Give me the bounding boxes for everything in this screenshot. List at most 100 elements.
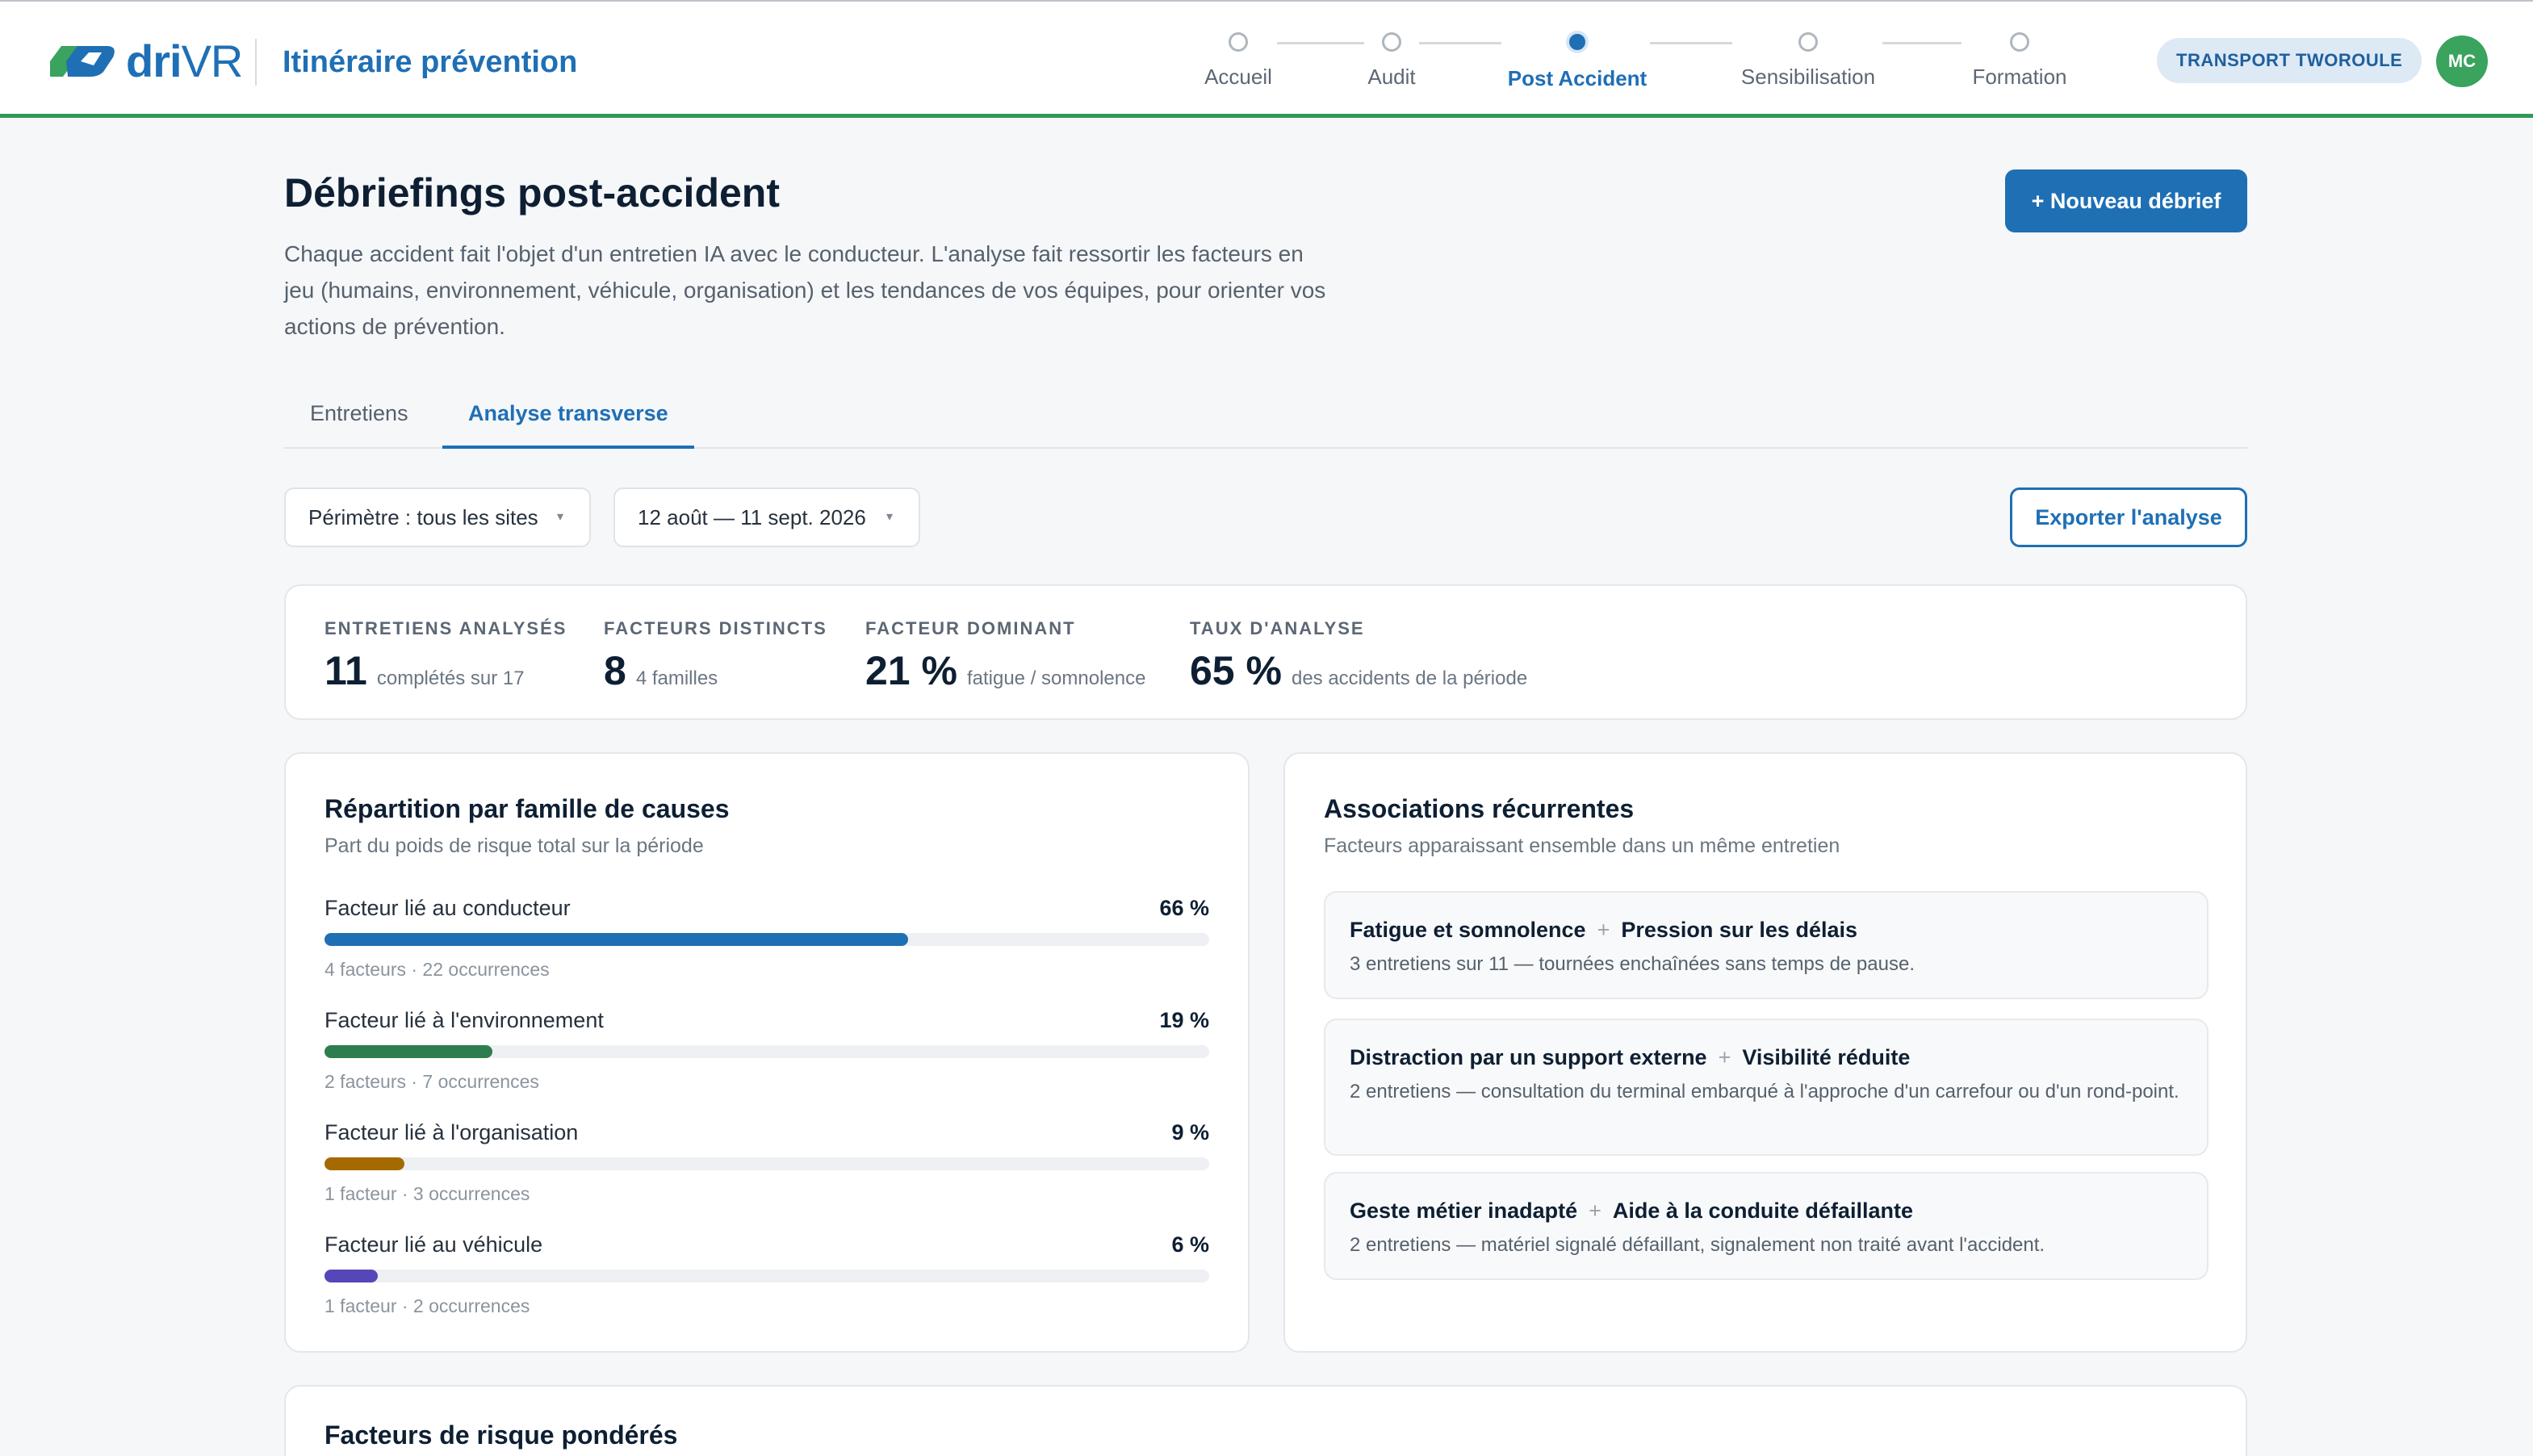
drivr-logo-icon <box>50 46 115 77</box>
factor-a: Distraction par un support externe <box>1350 1045 1707 1069</box>
step-dot <box>2010 32 2029 52</box>
family-meta: 1 facteur · 3 occurrences <box>324 1183 530 1204</box>
plus-icon: + <box>1718 1045 1731 1069</box>
family-percent: 9 % <box>1171 1120 1209 1144</box>
drivr-logo[interactable]: driVR <box>44 36 244 86</box>
recurring-associations-card: Associations récurrentes Facteurs appara… <box>1283 752 2247 1353</box>
family-label: Facteur lié au conducteur <box>324 896 571 920</box>
card-subtitle: Part du poids de risque total sur la pér… <box>324 835 704 857</box>
step-dot <box>1798 32 1818 52</box>
family-percent: 6 % <box>1171 1232 1209 1257</box>
kpi-sub: 4 familles <box>635 667 718 689</box>
logo-text-vr: VR <box>181 36 244 86</box>
plus-icon: + <box>1589 1199 1601 1223</box>
step-sensibilisation[interactable]: Sensibilisation <box>1711 23 1905 90</box>
step-formation[interactable]: Formation <box>1923 23 2116 90</box>
step-label: Formation <box>1972 65 2067 89</box>
page-title: Débriefings post-accident <box>284 170 780 215</box>
association-description: 2 entretiens — consultation du terminal … <box>1350 1081 2179 1102</box>
step-dot <box>1382 32 1401 52</box>
family-meta: 4 facteurs · 22 occurrences <box>324 959 550 980</box>
association-factors: Geste métier inadapté + Aide à la conduite… <box>1350 1196 2183 1225</box>
tab-entretiens[interactable]: Entretiens <box>310 401 408 425</box>
family-percent: 66 % <box>1159 896 1209 920</box>
export-analysis-button[interactable]: Exporter l'analyse <box>2010 487 2247 547</box>
family-bar-fill <box>324 1270 378 1282</box>
association-factors: Fatigue et somnolence + Pression sur les d… <box>1350 915 2183 944</box>
association-item[interactable]: Geste métier inadapté + Aide à la conduite… <box>1324 1172 2209 1280</box>
family-bar-track <box>324 1045 1209 1058</box>
chevron-down-icon: ▾ <box>886 510 894 524</box>
family-percent: 19 % <box>1159 1008 1209 1032</box>
scope-select[interactable]: Périmètre : tous les sites ▾ <box>284 487 591 547</box>
logo-divider <box>255 39 257 86</box>
kpi-label: FACTEURS DISTINCTS <box>604 618 827 638</box>
plus-icon: + <box>1597 918 1610 942</box>
family-label: Facteur lié à l'environnement <box>324 1008 604 1032</box>
kpi-sub: fatigue / somnolence <box>966 667 1146 689</box>
step-label: Audit <box>1367 65 1416 89</box>
kpi-entretiens: ENTRETIENS ANALYSÉS 11 complétés sur 17 <box>324 618 567 694</box>
logo-text-dri: dri <box>126 36 182 86</box>
factor-b: Visibilité réduite <box>1742 1045 1911 1069</box>
family-row-environnement: Facteur lié à l'environnement 19 % 2 fac… <box>324 1008 1209 1105</box>
tab-bar: Entretiens Analyse transverse <box>284 383 2247 449</box>
weighted-risk-factors-card: Facteurs de risque pondérés <box>284 1385 2247 1456</box>
kpi-label: TAUX D'ANALYSE <box>1190 618 1365 638</box>
step-connector <box>1650 42 1732 44</box>
family-bar-fill <box>324 933 909 946</box>
family-bar-fill <box>324 1157 404 1170</box>
period-select[interactable]: 12 août — 11 sept. 2026 ▾ <box>613 487 920 547</box>
step-dot-active <box>1566 31 1589 53</box>
kpi-summary-card: ENTRETIENS ANALYSÉS 11 complétés sur 17 F… <box>284 584 2247 720</box>
new-debrief-button[interactable]: + Nouveau débrief <box>2005 169 2247 232</box>
step-dot <box>1229 32 1248 52</box>
kpi-sub: complétés sur 17 <box>376 667 525 689</box>
kpi-value: 21 % <box>865 648 957 693</box>
kpi-facteur-dominant: FACTEUR DOMINANT 21 % fatigue / somnolenc… <box>865 618 1145 694</box>
kpi-taux-analyse: TAUX D'ANALYSE 65 % des accidents de la p… <box>1190 618 1527 694</box>
family-row-vehicule: Facteur lié au véhicule 6 % 1 facteur · … <box>324 1232 1209 1329</box>
family-row-organisation: Facteur lié à l'organisation 9 % 1 facte… <box>324 1120 1209 1217</box>
factor-a: Fatigue et somnolence <box>1350 918 1586 942</box>
step-post-accident[interactable]: Post Accident <box>1480 23 1674 91</box>
tab-analyse-transverse[interactable]: Analyse transverse <box>442 383 694 449</box>
card-title: Facteurs de risque pondérés <box>324 1420 678 1450</box>
family-label: Facteur lié à l'organisation <box>324 1120 579 1144</box>
family-label: Facteur lié au véhicule <box>324 1232 543 1257</box>
step-audit[interactable]: Audit <box>1295 23 1488 90</box>
kpi-value: 11 <box>324 648 367 693</box>
card-subtitle: Facteurs apparaissant ensemble dans un m… <box>1324 835 1840 857</box>
kpi-value: 8 <box>604 648 626 693</box>
kpi-sub: des accidents de la période <box>1291 667 1528 689</box>
step-accueil[interactable]: Accueil <box>1141 23 1335 90</box>
step-label: Post Accident <box>1507 66 1647 90</box>
step-connector <box>1277 42 1364 44</box>
company-badge[interactable]: TRANSPORT TWOROULE <box>2157 38 2422 83</box>
family-bar-track <box>324 1157 1209 1170</box>
step-label: Accueil <box>1204 65 1272 89</box>
family-meta: 1 facteur · 2 occurrences <box>324 1295 530 1316</box>
chevron-down-icon: ▾ <box>557 510 564 524</box>
family-bar-track <box>324 933 1209 946</box>
association-description: 2 entretiens — matériel signalé défailla… <box>1350 1234 2045 1256</box>
user-avatar[interactable]: MC <box>2436 36 2488 87</box>
association-item[interactable]: Fatigue et somnolence + Pression sur les d… <box>1324 891 2209 999</box>
scope-select-value: Périmètre : tous les sites <box>308 505 538 529</box>
top-header: driVR Itinéraire prévention Accueil Audi… <box>0 0 2533 118</box>
logo-wordmark: driVR <box>126 36 244 86</box>
family-meta: 2 facteurs · 7 occurrences <box>324 1071 539 1092</box>
factor-b: Aide à la conduite défaillante <box>1612 1199 1913 1223</box>
card-title: Répartition par famille de causes <box>324 794 730 823</box>
kpi-label: ENTRETIENS ANALYSÉS <box>324 618 567 638</box>
association-item[interactable]: Distraction par un support externe + Visib… <box>1324 1019 2209 1156</box>
association-description: 3 entretiens sur 11 — tournées enchaînée… <box>1350 953 1915 975</box>
period-select-value: 12 août — 11 sept. 2026 <box>638 505 866 529</box>
factor-a: Geste métier inadapté <box>1350 1199 1578 1223</box>
journey-stepper: Accueil Audit Post Accident Sensibilisat… <box>1170 23 2099 103</box>
page-description: Chaque accident fait l'objet d'un entret… <box>284 241 1326 339</box>
family-row-conducteur: Facteur lié au conducteur 66 % 4 facteur… <box>324 896 1209 993</box>
card-title: Associations récurrentes <box>1324 794 1635 823</box>
family-bar-fill <box>324 1045 493 1058</box>
kpi-facteurs: FACTEURS DISTINCTS 8 4 familles <box>604 618 827 694</box>
